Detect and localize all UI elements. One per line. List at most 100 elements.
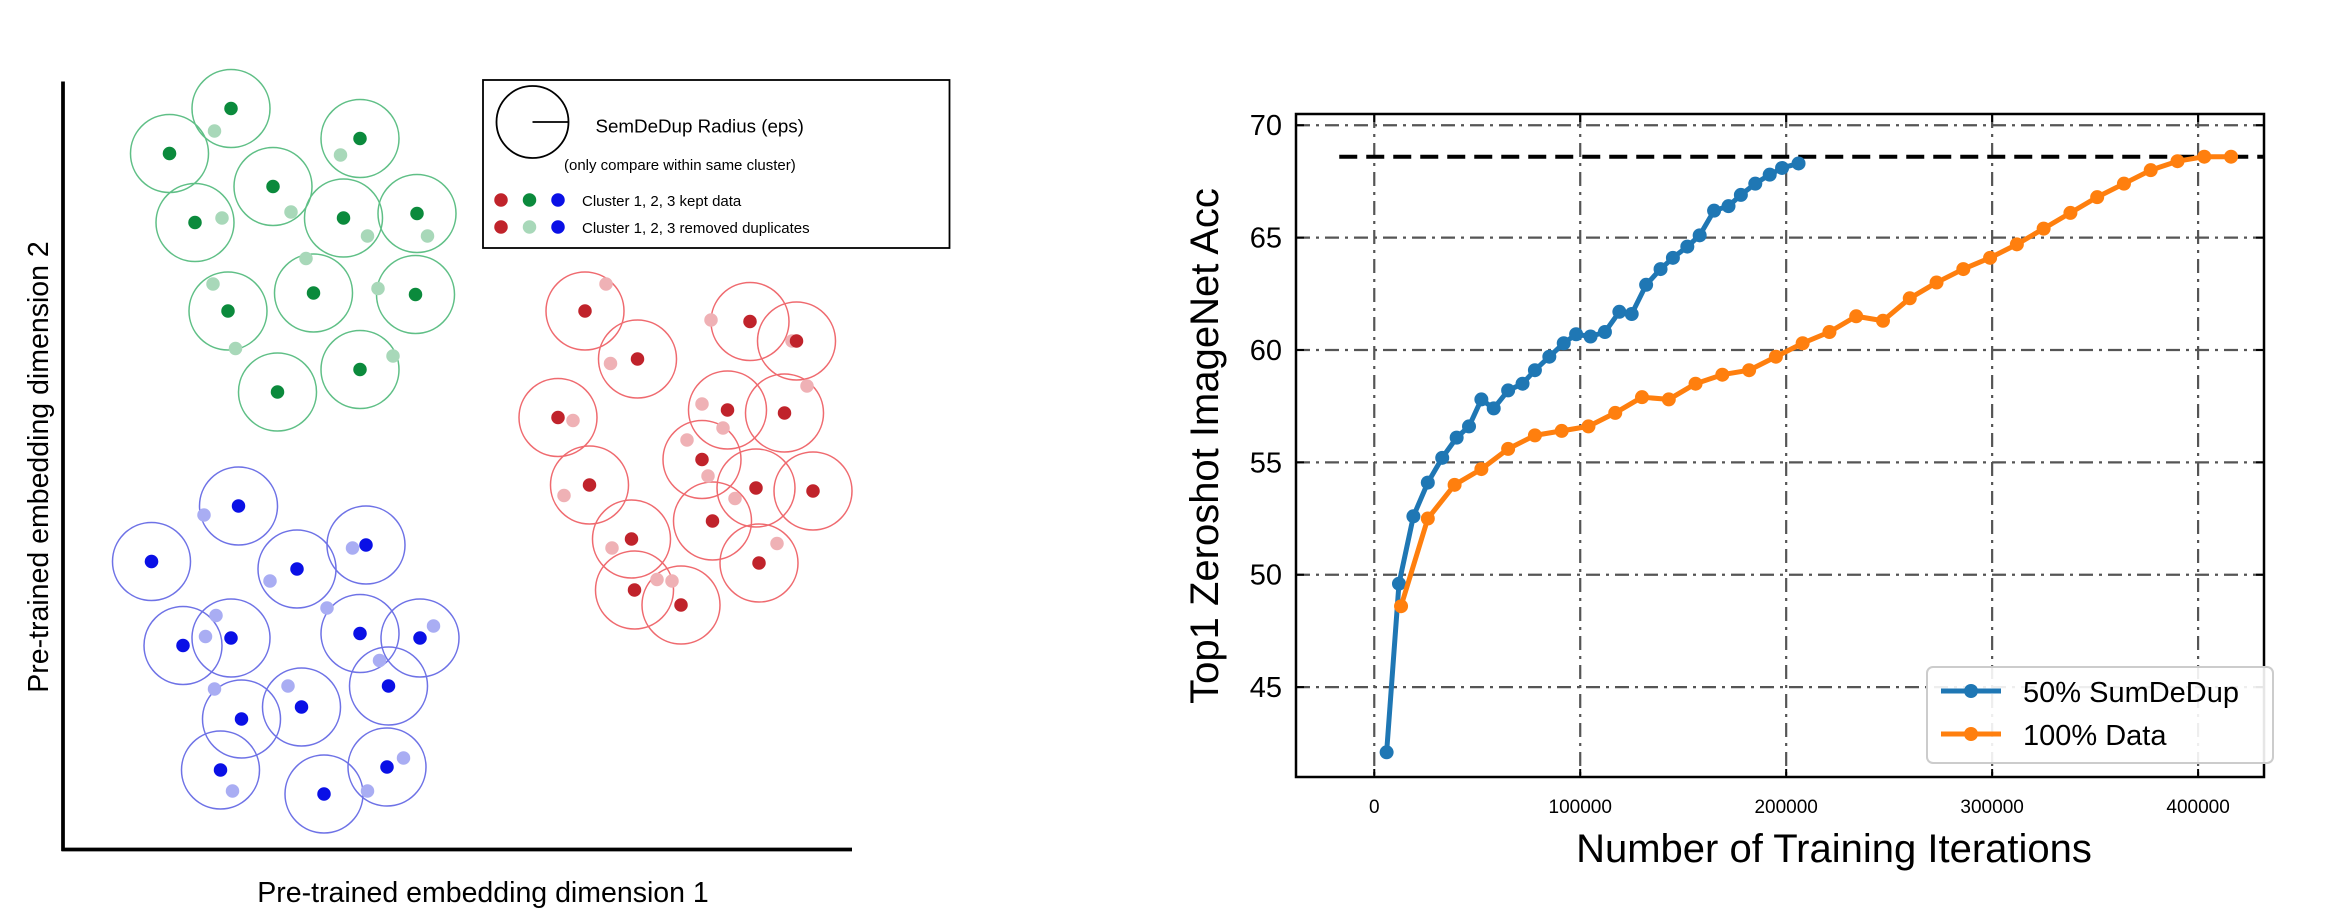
removed-duplicate-point [704,313,718,327]
eps-radius-circle [233,146,313,227]
series-point [1597,325,1612,340]
kept-data-point [705,514,720,528]
kept-data-point [270,385,285,399]
eps-radius-circle [641,565,721,645]
kept-data-point [752,556,766,570]
removed-duplicate-point [281,679,295,693]
removed-duplicate-point [566,413,580,428]
legend-removed-green [522,220,537,234]
y-tick-label: 65 [1250,223,1282,255]
legend-radius-subtitle: (only compare within same cluster) [564,157,796,174]
eps-radius-circle [756,301,837,381]
series-point [1542,349,1557,364]
eps-radius-circle [597,319,678,399]
series-legend-box [1926,666,2274,764]
eps-radius-circle [320,593,400,674]
kept-data-point [353,362,367,377]
removed-duplicate-point [371,281,385,296]
kept-data-point [777,406,792,420]
eps-radius-circle [180,730,261,810]
removed-duplicate-point [333,148,348,162]
kept-data-point [578,304,592,318]
legend-marker-100pct [1964,727,1978,741]
removed-duplicate-point [599,277,613,291]
removed-duplicate-point [800,379,814,393]
removed-duplicate-point [299,251,313,266]
series-point [1527,363,1542,378]
series-point [1612,304,1627,319]
kept-data-point [408,287,423,302]
removed-duplicate-point [426,619,441,633]
kept-data-point [290,562,304,576]
eps-radius-circle [594,550,675,630]
removed-duplicate-point [360,229,375,243]
kept-data-point [353,131,367,146]
y-tick-label: 45 [1250,672,1282,704]
series-point [1501,441,1516,456]
series-point [1449,430,1464,445]
kept-data-point [789,334,804,348]
eps-radius-circle [320,98,400,179]
series-point [1661,392,1676,407]
right-line-chart: 0 100000 200000 300000 400000 45 50 55 60 65 70 Nu… [1183,110,2274,871]
tick-layer: 0 100000 200000 300000 400000 45 50 55 60 65 70 [1250,110,2264,818]
series-legend: 50% SumDeDup 100% Data [1926,666,2274,764]
legend-removed-blue [551,220,565,234]
series-point [2224,149,2239,164]
series-point [2143,163,2158,178]
x-tick-label: 300000 [1960,797,2023,818]
series-point [1569,327,1584,342]
series-point [1775,160,1790,175]
series-point [1902,291,1917,306]
series-point [1501,383,1516,398]
series-point [1554,423,1569,438]
eps-radius-circle [347,727,427,807]
eps-radius-circle [326,505,406,585]
removed-duplicate-point [650,572,664,587]
series-point [1486,401,1501,416]
series-point [1680,239,1695,254]
eps-radius-circle [348,646,429,726]
eps-radius-circle [303,178,384,258]
kept-data-point [231,499,246,513]
eps-radius-circle [237,352,318,432]
kept-data-point [695,452,709,467]
eps-radius-circle [672,481,753,561]
x-tick-label: 100000 [1549,797,1612,818]
series-point [2063,205,2078,220]
y-tick-label: 60 [1250,335,1282,367]
kept-data-point [176,638,190,653]
series-point [1653,262,1668,277]
series-point [1515,376,1530,391]
removed-duplicate-point [716,421,730,435]
series-point [1474,462,1489,477]
series-point [1420,511,1435,526]
series-point [1462,419,1477,434]
cluster-legend: SemDeDup Radius (eps) (only compare with… [482,79,951,249]
eps-radius-circle [719,523,799,603]
removed-duplicate-point [207,682,222,696]
kept-data-point [624,532,639,546]
eps-radius-circle [377,173,457,254]
series-point [1394,599,1409,614]
legend-radius-title: SemDeDup Radius (eps) [596,116,804,137]
eps-radius-circle [191,68,271,149]
kept-data-point [381,679,396,693]
eps-radius-circle [662,419,742,500]
removed-duplicate-point [603,356,618,371]
legend-box [482,79,951,249]
legend-removed-label: Cluster 1, 2, 3 removed duplicates [582,220,810,237]
kept-data-point [306,286,321,300]
series-point [1795,336,1810,351]
kept-data-point [551,410,565,425]
series-point [1707,203,1722,218]
eps-radius-circle [188,271,268,351]
left-x-axis-label: Pre-trained embedding dimension 1 [257,877,709,909]
left-cluster-diagram: Pre-trained embedding dimension 1 Pre-tr… [23,68,951,909]
removed-duplicate-point [207,124,222,138]
kept-data-point [413,631,427,645]
removed-duplicate-point [396,751,411,765]
series-point [1608,405,1623,420]
legend-marker-50pct [1964,684,1978,698]
